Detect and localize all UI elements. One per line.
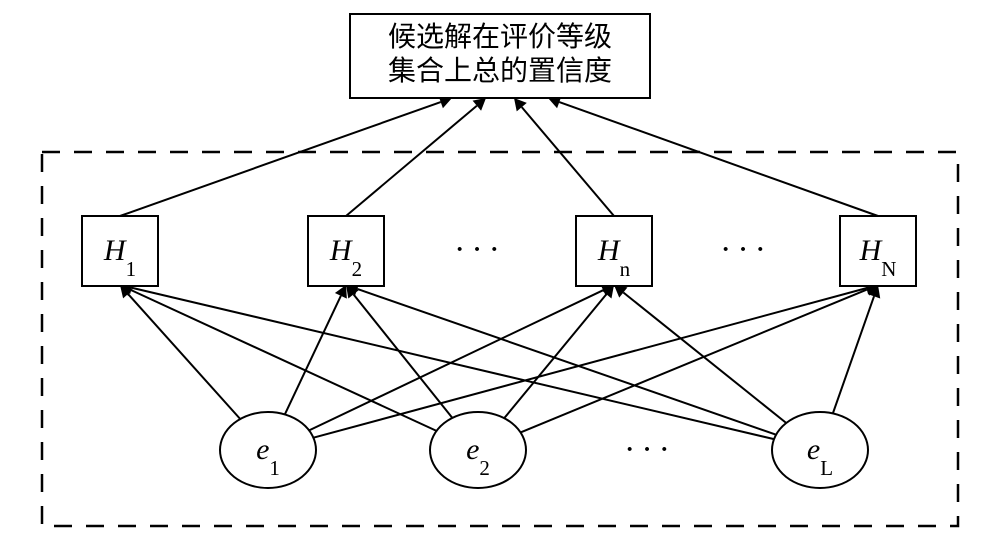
- top-line1: 候选解在评价等级: [388, 21, 612, 53]
- h-ellipsis: ···: [720, 231, 772, 268]
- e-ellipsis: ···: [624, 431, 676, 468]
- h-ellipsis: ···: [454, 231, 506, 268]
- top-line2: 集合上总的置信度: [388, 55, 612, 87]
